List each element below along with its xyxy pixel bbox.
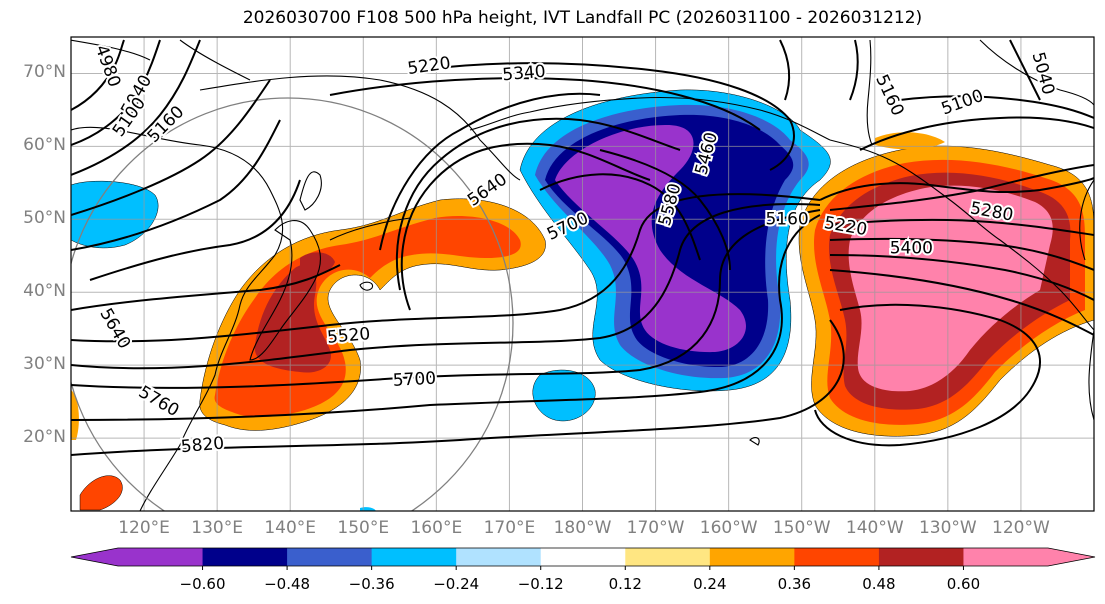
contour-label: 5160 <box>869 70 909 122</box>
latitude-label: 40°N <box>23 281 66 302</box>
longitude-label: 120°W <box>992 518 1050 538</box>
longitude-label: 160°W <box>699 518 758 538</box>
svg-text:5640: 5640 <box>95 305 134 352</box>
latitude-label: 20°N <box>23 427 66 448</box>
contour-label: 5520 <box>324 322 373 350</box>
contour-label: 5700 <box>390 367 438 393</box>
longitude-label: 140°E <box>264 518 317 538</box>
colorbar-over-arrow <box>1048 548 1095 566</box>
colorbar-tick-label: 0.24 <box>693 575 727 593</box>
colorbar-segment <box>709 548 795 566</box>
longitude-label: 120°E <box>118 518 170 538</box>
colorbar-tick-label: 0.60 <box>946 575 981 593</box>
colorbar-tick-label: −0.12 <box>517 575 564 593</box>
height-contours <box>71 39 1094 456</box>
colorbar-tick-label: −0.60 <box>179 575 226 593</box>
colorbar-segment <box>287 548 373 566</box>
svg-text:5700: 5700 <box>392 369 436 391</box>
svg-text:5400: 5400 <box>890 238 933 258</box>
svg-text:5100: 5100 <box>939 86 986 120</box>
svg-text:5220: 5220 <box>406 53 452 79</box>
latitude-label: 70°N <box>23 62 66 83</box>
colorbar-segment <box>456 548 542 566</box>
svg-text:5160: 5160 <box>871 72 907 120</box>
svg-text:5820: 5820 <box>180 434 225 458</box>
colorbar-tick-label: 0.48 <box>862 575 896 593</box>
range-ring <box>71 97 514 511</box>
colorbar <box>70 547 1096 570</box>
colorbar-tick-label: −0.24 <box>433 575 480 593</box>
latitude-label: 30°N <box>23 354 66 375</box>
ivt-negative-shading <box>71 89 831 511</box>
longitude-label: 170°W <box>626 518 685 538</box>
longitude-label: 150°W <box>772 518 831 538</box>
contour-label: 5160 <box>763 207 810 231</box>
contour-label: 5640 <box>93 303 136 354</box>
contour-label: 5820 <box>178 432 227 460</box>
longitude-label: 160°E <box>410 518 463 538</box>
svg-text:5160: 5160 <box>765 209 808 229</box>
colorbar-segment <box>794 548 880 566</box>
colorbar-tick-label: −0.36 <box>348 575 395 593</box>
contour-label: 5340 <box>500 60 549 88</box>
colorbar-segment <box>118 548 204 566</box>
colorbar-outline <box>70 547 1096 567</box>
longitude-label: 180°W <box>553 518 612 538</box>
colorbar-tick-label: −0.48 <box>264 575 311 593</box>
longitude-label: 140°W <box>845 518 904 538</box>
longitude-label: 130°W <box>918 518 977 538</box>
map-frame <box>70 36 1095 512</box>
longitude-label: 130°E <box>191 518 243 538</box>
contour-label: 5100 <box>937 84 988 122</box>
colorbar-tick-label: 0.36 <box>777 575 812 593</box>
map-title: 2026030700 F108 500 hPa height, IVT Land… <box>242 8 923 28</box>
longitude-label: 150°E <box>337 518 390 538</box>
svg-text:5340: 5340 <box>502 62 547 86</box>
longitude-label: 170°E <box>483 518 536 538</box>
colorbar-segment <box>625 548 711 566</box>
contour-label: 5400 <box>888 236 935 260</box>
colorbar-segment <box>371 548 457 566</box>
ivt-positive-shading <box>71 132 1094 511</box>
colorbar-segment <box>878 548 964 566</box>
contour-label: 5220 <box>404 51 454 81</box>
svg-text:5520: 5520 <box>326 324 371 348</box>
colorbar-under-arrow <box>71 548 118 566</box>
colorbar-segment <box>202 548 288 566</box>
colorbar-segment <box>540 548 626 566</box>
latitude-label: 50°N <box>23 208 66 229</box>
latitude-label: 60°N <box>23 135 66 156</box>
colorbar-tick-label: 0.12 <box>608 575 642 593</box>
colorbar-segment <box>963 548 1049 566</box>
